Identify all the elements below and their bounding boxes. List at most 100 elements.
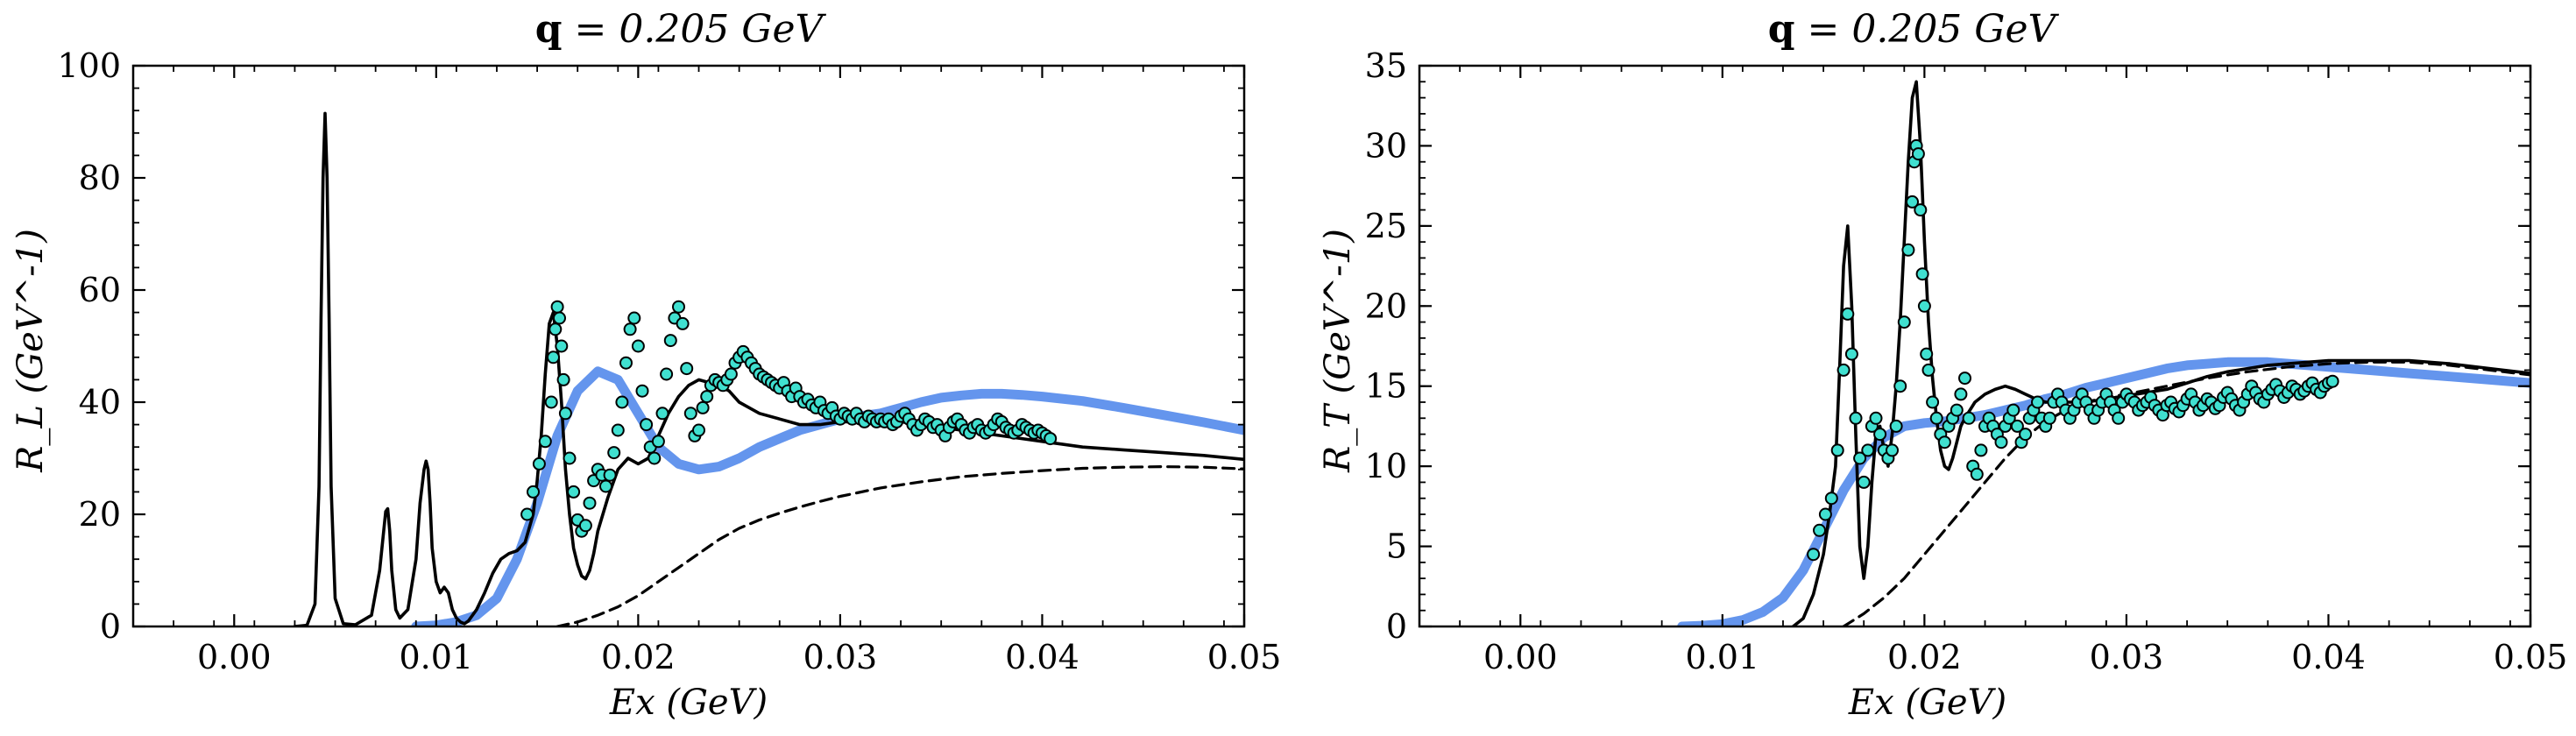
plot-frame: [1418, 64, 2532, 628]
data-point: [1886, 443, 1899, 457]
data-point: [640, 418, 654, 432]
data-point: [603, 468, 617, 482]
data-point: [724, 367, 738, 381]
data-point: [1869, 411, 1883, 425]
y-tick-label: 30: [1365, 126, 1407, 165]
x-tick-label: 0.02: [601, 638, 676, 676]
data-point: [651, 435, 665, 449]
x-tick-label: 0.05: [2494, 638, 2568, 676]
x-tick-label: 0.04: [1005, 638, 1079, 676]
data-point: [2006, 403, 2020, 417]
data-point: [1853, 451, 1867, 465]
x-tick-label: 0.04: [2291, 638, 2366, 676]
panel-title: q = 0.205 GeV: [1768, 7, 2060, 52]
data-point: [1861, 443, 1875, 457]
data-point: [558, 407, 572, 421]
data-point: [1937, 435, 1951, 449]
data-point: [623, 322, 637, 336]
data-point: [627, 311, 641, 325]
data-point: [660, 367, 674, 381]
data-point: [607, 446, 621, 460]
data-point: [1824, 492, 1838, 506]
x-tick-label: 0.00: [1483, 638, 1558, 676]
panel-title: q = 0.205 GeV: [535, 7, 827, 52]
data-point: [1994, 435, 2008, 449]
data-point: [578, 519, 592, 533]
plot-area: [1677, 80, 2530, 626]
data-point: [672, 300, 685, 314]
x-tick-label: 0.03: [803, 638, 878, 676]
data-point: [1889, 419, 1903, 433]
data-point: [547, 350, 560, 364]
data-point: [635, 384, 649, 398]
data-point: [548, 322, 563, 336]
y-tick-label: 25: [1365, 207, 1407, 245]
data-point: [692, 423, 705, 437]
data-point: [553, 311, 566, 325]
data-point: [556, 372, 570, 386]
y-tick-label: 100: [57, 46, 121, 85]
data-point: [1893, 379, 1907, 393]
plot-area: [293, 111, 1244, 626]
data-point: [1807, 548, 1821, 562]
title-rest: = 0.205 GeV: [563, 7, 827, 52]
data-point: [2042, 411, 2056, 425]
data-point: [1818, 507, 1832, 521]
x-axis-title: Ex (GeV): [609, 683, 768, 723]
data-point: [619, 356, 633, 370]
data-point: [655, 407, 669, 421]
data-point: [1921, 363, 1936, 377]
y-tick-label: 40: [79, 383, 121, 421]
series-line-dashed-black: [556, 465, 1244, 626]
data-point: [615, 395, 629, 409]
data-point: [2010, 419, 2024, 433]
data-point: [2031, 395, 2044, 409]
data-point: [1926, 395, 1940, 409]
plot-frame: [131, 64, 1246, 628]
title-rest: = 0.205 GeV: [1795, 7, 2060, 52]
data-point: [1911, 147, 1925, 161]
series-line-thick-blue: [411, 366, 1244, 626]
data-point: [1857, 475, 1871, 489]
data-point: [696, 400, 710, 414]
data-point: [1897, 315, 1911, 329]
y-tick-label: 5: [1386, 527, 1407, 566]
data-point: [599, 479, 612, 493]
data-point: [2325, 374, 2339, 388]
y-tick-label: 0: [100, 607, 121, 646]
data-point: [1915, 267, 1929, 281]
data-point: [527, 485, 540, 499]
data-point: [520, 507, 534, 521]
data-point: [2112, 411, 2126, 425]
x-tick-label: 0.01: [1686, 638, 1760, 676]
data-point: [1914, 203, 1928, 217]
x-tick-label: 0.03: [2090, 638, 2164, 676]
data-point: [1929, 411, 1943, 425]
data-point: [583, 496, 597, 510]
data-point: [1950, 403, 1964, 417]
data-point: [676, 316, 690, 330]
data-point: [550, 300, 564, 314]
panel-rt: q = 0.205 GeV Ex (GeV) R_T (GeV^-1) 0.00…: [1318, 7, 2567, 723]
data-point: [1920, 347, 1934, 361]
title-bold: q: [535, 7, 563, 52]
x-tick-label: 0.02: [1887, 638, 1962, 676]
data-point: [663, 334, 677, 348]
data-point: [680, 362, 694, 376]
series-line-solid-black: [293, 111, 1244, 626]
data-point: [1970, 467, 1984, 481]
data-point: [544, 395, 558, 409]
data-point: [1813, 523, 1826, 537]
data-point: [1917, 299, 1931, 313]
data-point: [563, 451, 577, 465]
data-point: [567, 485, 581, 499]
data-point: [532, 456, 546, 471]
y-tick-label: 60: [79, 271, 121, 309]
x-tick-label: 0.05: [1207, 638, 1282, 676]
x-tick-label: 0.00: [197, 638, 272, 676]
y-tick-label: 80: [79, 159, 121, 197]
y-tick-label: 35: [1365, 46, 1407, 85]
panel-rl: q = 0.205 GeV Ex (GeV) R_L (GeV^-1) 0.00…: [11, 7, 1281, 723]
data-point: [1844, 347, 1858, 361]
